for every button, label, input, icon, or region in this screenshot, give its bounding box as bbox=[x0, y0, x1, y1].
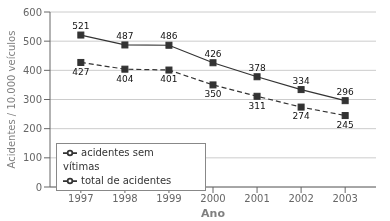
svg-text:427: 427 bbox=[72, 67, 89, 77]
svg-text:1999: 1999 bbox=[156, 193, 181, 204]
svg-text:300: 300 bbox=[23, 94, 42, 105]
html-text:total de acidentes: total de acidentes bbox=[81, 175, 172, 186]
svg-text:521: 521 bbox=[72, 21, 89, 31]
svg-text:334: 334 bbox=[293, 76, 310, 86]
svg-text:311: 311 bbox=[248, 101, 265, 111]
svg-text:Ano: Ano bbox=[201, 207, 225, 220]
svg-text:500: 500 bbox=[23, 36, 42, 47]
svg-text:426: 426 bbox=[204, 49, 221, 59]
svg-text:296: 296 bbox=[337, 87, 354, 97]
svg-text:2001: 2001 bbox=[244, 193, 269, 204]
html-text:acidentes sem vítimas: acidentes sem vítimas bbox=[63, 147, 154, 172]
svg-text:350: 350 bbox=[204, 89, 221, 99]
svg-text:404: 404 bbox=[116, 74, 133, 84]
svg-text:2000: 2000 bbox=[200, 193, 225, 204]
svg-text:Acidentes / 10.000 veículos: Acidentes / 10.000 veículos bbox=[8, 31, 17, 169]
svg-text:200: 200 bbox=[23, 123, 42, 134]
svg-text:1997: 1997 bbox=[68, 193, 93, 204]
svg-text:100: 100 bbox=[23, 152, 42, 163]
svg-text:2002: 2002 bbox=[288, 193, 313, 204]
svg-text:401: 401 bbox=[160, 74, 177, 84]
svg-text:0: 0 bbox=[36, 182, 42, 193]
svg-text:400: 400 bbox=[23, 65, 42, 76]
svg-text:486: 486 bbox=[160, 31, 177, 41]
svg-text:600: 600 bbox=[23, 7, 42, 18]
svg-text:1998: 1998 bbox=[112, 193, 137, 204]
svg-text:2003: 2003 bbox=[332, 193, 357, 204]
svg-text:245: 245 bbox=[337, 120, 354, 130]
svg-text:274: 274 bbox=[293, 111, 310, 121]
svg-text:378: 378 bbox=[248, 63, 265, 73]
svg-text:487: 487 bbox=[116, 31, 133, 41]
